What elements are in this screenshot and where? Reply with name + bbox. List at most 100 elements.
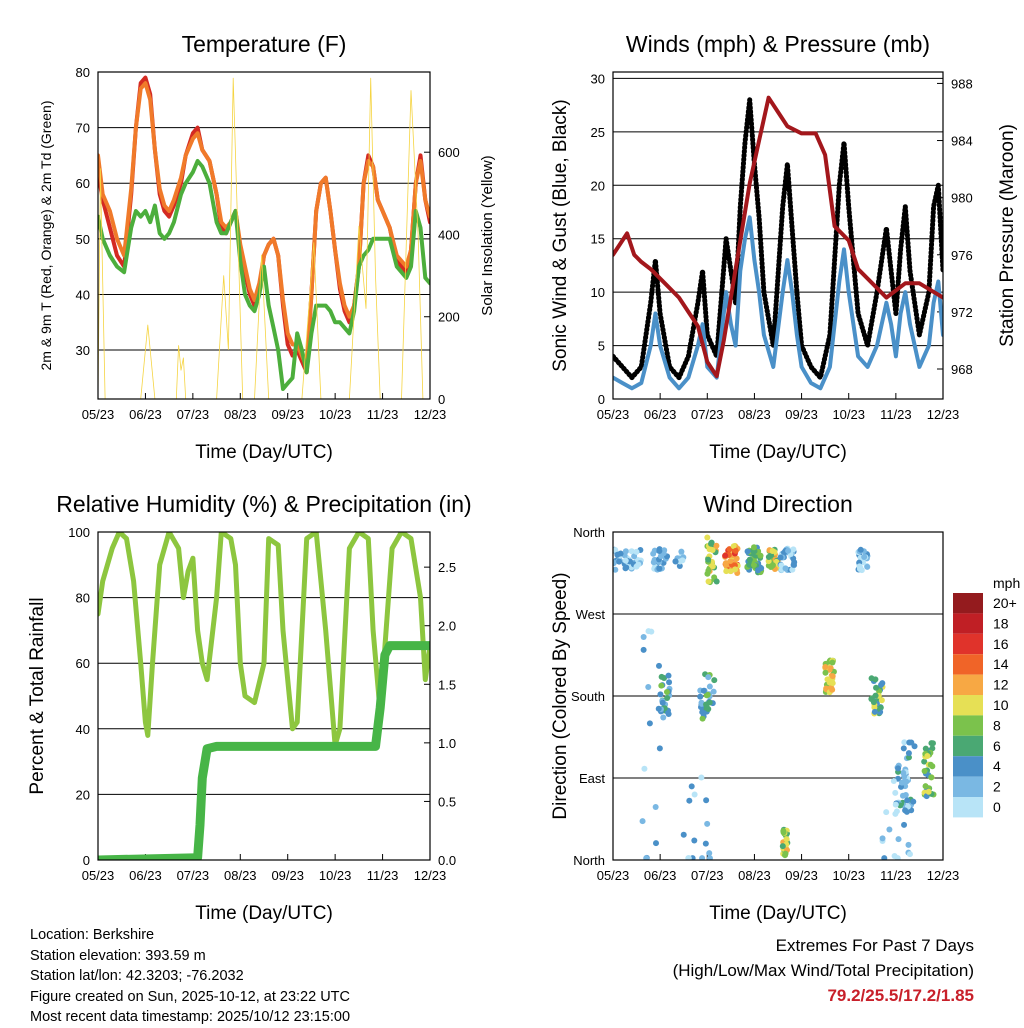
direction-point	[706, 683, 713, 690]
series-gust	[613, 97, 943, 381]
direction-point	[651, 547, 658, 554]
x-tick-label: 05/23	[82, 407, 115, 422]
direction-point	[711, 677, 718, 684]
legend-label: 8	[993, 717, 1001, 733]
direction-point	[857, 546, 864, 553]
direction-point	[653, 840, 660, 847]
plot-frame	[612, 71, 944, 400]
y-tick-label: 50	[76, 232, 90, 247]
direction-point	[783, 836, 790, 843]
x-tick-label: 05/23	[82, 868, 115, 883]
direction-point	[790, 555, 797, 562]
legend-swatch	[953, 776, 983, 797]
location-text: Location: Berkshire	[30, 927, 155, 943]
y2-tick-label: 2.0	[438, 619, 456, 634]
panel-2: Winds (mph) & Pressure (mb) Time (Day/UTC…	[550, 31, 1018, 463]
direction-point	[870, 699, 877, 706]
direction-point	[886, 826, 893, 833]
direction-point	[628, 548, 635, 555]
x-tick-label: 11/23	[367, 868, 399, 883]
direction-point	[706, 699, 713, 706]
series-relative-humidity	[98, 532, 430, 748]
y-tick-label: 0	[598, 392, 605, 407]
y-tick-label: 25	[591, 125, 605, 140]
legend-swatch	[953, 735, 983, 757]
chart-title: Winds (mph) & Pressure (mb)	[626, 31, 930, 57]
y2-tick-label: 976	[951, 248, 973, 263]
direction-point	[639, 818, 646, 825]
chart-title: Wind Direction	[703, 491, 853, 517]
legend-label: 14	[993, 656, 1009, 672]
x-tick-label: 06/23	[129, 868, 162, 883]
legend-label: 4	[993, 758, 1001, 774]
legend-swatch	[953, 654, 983, 675]
chart-title: Relative Humidity (%) & Precipitation (i…	[56, 491, 471, 517]
direction-point	[691, 837, 698, 844]
direction-point	[678, 548, 685, 555]
direction-point	[779, 843, 786, 850]
legend-label: 6	[993, 738, 1001, 754]
direction-point	[895, 765, 902, 772]
direction-point	[623, 564, 630, 571]
direction-point	[856, 563, 863, 570]
x-tick-label: 06/23	[644, 868, 677, 883]
legend-swatch	[953, 633, 983, 655]
direction-point	[906, 851, 913, 858]
direction-point	[929, 740, 936, 747]
legend-label: 16	[993, 636, 1009, 652]
direction-point	[790, 546, 797, 553]
direction-point	[751, 562, 758, 569]
direction-point	[680, 831, 687, 838]
extremes-values: 79.2/25.5/17.2/1.85	[827, 986, 974, 1005]
direction-point	[699, 715, 706, 722]
y-tick-label: 5	[598, 339, 605, 354]
direction-point	[732, 566, 739, 573]
direction-point	[659, 699, 666, 706]
direction-point	[921, 758, 928, 765]
direction-point	[705, 556, 712, 563]
direction-point	[733, 555, 740, 562]
series-2m-td	[98, 159, 430, 391]
direction-point	[769, 548, 776, 555]
direction-point	[782, 850, 789, 857]
x-tick-label: 09/23	[785, 407, 818, 422]
y-tick-label: East	[579, 771, 605, 786]
series-9m-t	[98, 81, 430, 369]
direction-point	[663, 688, 670, 695]
y-tick-label: 100	[68, 525, 90, 540]
y2-tick-label: 400	[438, 227, 460, 242]
y-axis-label: 2m & 9m T (Red, Orange) & 2m Td (Green)	[38, 101, 54, 371]
x-tick-label: 07/23	[177, 407, 210, 422]
direction-point	[892, 801, 899, 808]
x-tick-label: 10/23	[319, 868, 352, 883]
direction-point	[894, 855, 901, 860]
direction-point	[928, 774, 935, 781]
direction-point	[713, 578, 720, 585]
y-tick-label: 60	[76, 656, 90, 671]
direction-point	[633, 548, 640, 555]
direction-point	[709, 546, 716, 553]
direction-point	[686, 797, 693, 804]
y-tick-label: 40	[76, 722, 90, 737]
direction-point	[727, 568, 734, 575]
x-tick-label: 12/23	[414, 868, 447, 883]
direction-point	[925, 788, 932, 795]
direction-point	[829, 686, 836, 693]
direction-point	[622, 548, 629, 555]
y-tick-label: West	[576, 607, 606, 622]
direction-point	[746, 561, 753, 568]
direction-point	[660, 714, 667, 721]
direction-point	[655, 705, 662, 712]
direction-point	[829, 680, 836, 687]
direction-point	[614, 551, 621, 558]
direction-point	[905, 750, 912, 757]
legend-swatch	[953, 593, 983, 614]
direction-point	[706, 855, 713, 860]
direction-point	[785, 547, 792, 554]
direction-point	[645, 683, 652, 690]
recent-text: Most recent data timestamp: 2025/10/12 2…	[30, 1009, 351, 1025]
direction-point	[633, 563, 640, 570]
extremes-title: Extremes For Past 7 Days	[775, 936, 974, 955]
direction-point	[900, 745, 907, 752]
